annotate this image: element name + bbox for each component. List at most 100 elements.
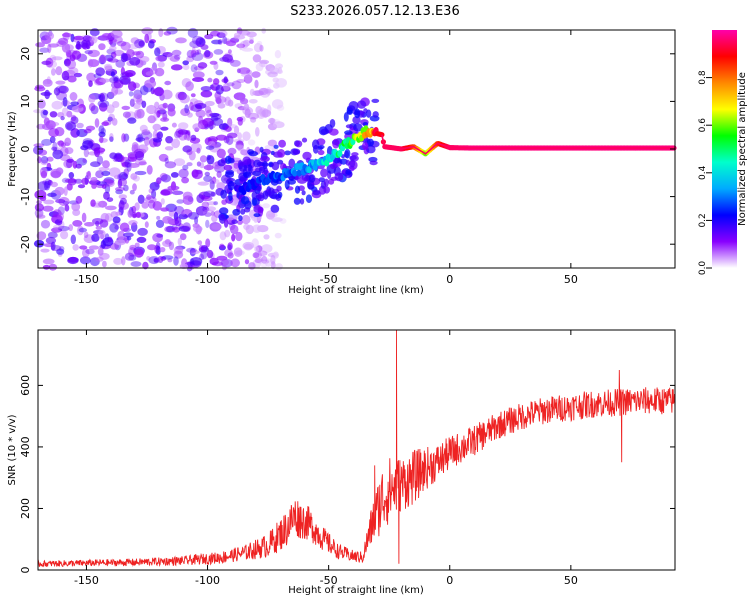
heatmap-cell bbox=[101, 121, 109, 127]
heatmap-cell bbox=[134, 242, 140, 248]
heatmap-cell bbox=[190, 64, 198, 73]
heatmap-cell bbox=[243, 243, 253, 251]
heatmap-cell bbox=[88, 80, 93, 87]
heatmap-cell bbox=[229, 224, 239, 235]
heatmap-cell bbox=[205, 219, 210, 229]
heatmap-cell bbox=[245, 224, 254, 235]
heatmap-cell bbox=[35, 84, 45, 90]
heatmap-cell bbox=[262, 190, 269, 200]
heatmap-cell bbox=[54, 219, 63, 226]
heatmap-cell bbox=[51, 227, 63, 233]
heatmap-cell bbox=[140, 131, 153, 140]
heatmap-cell bbox=[182, 64, 190, 71]
heatmap-cell bbox=[151, 189, 157, 199]
heatmap-cell bbox=[117, 173, 123, 181]
heatmap-cell bbox=[317, 149, 325, 156]
heatmap-cell bbox=[71, 50, 82, 60]
heatmap-cell bbox=[178, 122, 189, 130]
heatmap-cell bbox=[243, 171, 252, 178]
heatmap-cell bbox=[164, 80, 172, 86]
heatmap-cell bbox=[230, 59, 241, 67]
heatmap-cell bbox=[129, 56, 141, 66]
heatmap-cell bbox=[160, 207, 170, 212]
heatmap-cell bbox=[109, 223, 119, 233]
heatmap-cell bbox=[228, 191, 233, 202]
heatmap-cell bbox=[160, 126, 169, 131]
heatmap-cell bbox=[296, 169, 302, 177]
heatmap-cell bbox=[192, 71, 205, 79]
heatmap-cell bbox=[36, 200, 42, 205]
heatmap-cell bbox=[299, 198, 305, 205]
heatmap-cell bbox=[182, 60, 189, 66]
heatmap-cell bbox=[215, 69, 224, 76]
heatmap-cell bbox=[252, 54, 262, 63]
heatmap-cell bbox=[122, 111, 131, 118]
heatmap-cell bbox=[248, 151, 259, 157]
colorbar-label: Normalized spectral amplitude bbox=[737, 72, 748, 226]
heatmap-cell bbox=[320, 128, 330, 135]
heatmap-cell bbox=[166, 26, 178, 35]
heatmap-cell bbox=[104, 212, 113, 222]
heatmap-cell bbox=[244, 259, 250, 265]
colorbar: 0.0 0.2 0.4 0.6 0.8 Normalized spectral ampl… bbox=[698, 30, 748, 275]
heatmap-cell bbox=[72, 37, 85, 43]
heatmap-cell bbox=[121, 173, 129, 180]
heatmap-cell bbox=[115, 186, 125, 192]
heatmap-cell bbox=[121, 256, 126, 266]
heatmap-cell bbox=[220, 189, 227, 199]
heatmap-cell bbox=[52, 149, 64, 160]
heatmap-cell bbox=[41, 138, 53, 146]
heatmap-cell bbox=[200, 90, 213, 98]
heatmap-cell bbox=[196, 161, 202, 167]
heatmap-cell bbox=[255, 105, 263, 115]
heatmap-cell bbox=[292, 148, 301, 155]
heatmap-cell bbox=[42, 258, 55, 265]
heatmap-cell bbox=[137, 227, 148, 236]
heatmap-cell bbox=[268, 117, 276, 124]
heatmap-cell bbox=[344, 148, 351, 159]
heatmap-cell bbox=[260, 260, 268, 269]
heatmap-cell bbox=[211, 223, 223, 230]
heatmap-cell bbox=[70, 116, 79, 125]
heatmap-cell bbox=[116, 40, 127, 47]
heatmap-cell bbox=[161, 255, 174, 260]
heatmap-cell bbox=[64, 147, 74, 155]
heatmap-cell bbox=[130, 261, 142, 267]
heatmap-cell bbox=[250, 116, 257, 123]
heatmap-cell bbox=[224, 171, 235, 178]
heatmap-cell bbox=[371, 98, 380, 103]
heatmap-cell bbox=[148, 199, 156, 209]
heatmap-cell bbox=[219, 243, 225, 249]
heatmap-cell bbox=[171, 224, 178, 231]
heatmap-cell bbox=[186, 55, 195, 63]
heatmap-cell bbox=[44, 178, 52, 189]
heatmap-cell bbox=[99, 136, 104, 144]
heatmap-cell bbox=[62, 97, 68, 107]
heatmap-cell bbox=[176, 199, 184, 204]
heatmap-cell bbox=[124, 70, 136, 77]
heatmap-cell bbox=[182, 164, 189, 171]
heatmap-cell bbox=[104, 65, 113, 72]
heatmap-cell bbox=[179, 233, 187, 241]
heatmap-cell bbox=[107, 116, 113, 122]
heatmap-cell bbox=[103, 177, 115, 184]
heatmap-cell bbox=[209, 257, 219, 266]
heatmap-cell bbox=[167, 52, 179, 61]
heatmap-cell bbox=[257, 206, 264, 214]
heatmap-cell bbox=[223, 218, 229, 228]
heatmap-cell bbox=[236, 43, 246, 49]
heatmap-cell bbox=[200, 86, 212, 92]
heatmap-cell bbox=[275, 78, 288, 88]
heatmap-cell bbox=[191, 35, 204, 45]
heatmap-cell bbox=[348, 101, 359, 111]
heatmap-cell bbox=[155, 55, 167, 62]
heatmap-cell bbox=[99, 54, 107, 64]
heatmap-cell bbox=[168, 210, 175, 217]
heatmap-cell bbox=[187, 27, 199, 38]
heatmap-cell bbox=[190, 257, 203, 266]
heatmap-cell bbox=[101, 32, 112, 40]
heatmap-cell bbox=[113, 77, 119, 82]
heatmap-cell bbox=[226, 132, 238, 139]
heatmap-cell bbox=[54, 186, 65, 196]
heatmap-cell bbox=[209, 180, 215, 190]
